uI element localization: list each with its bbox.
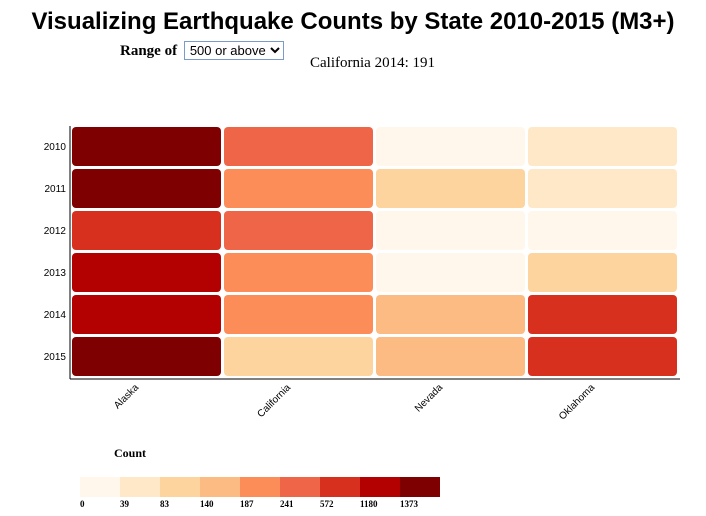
- legend-swatch: [80, 477, 120, 497]
- legend-label: 0: [80, 499, 85, 509]
- legend-label: 572: [320, 499, 334, 509]
- heatmap-cell[interactable]: [528, 169, 677, 208]
- hover-readout: California 2014: 191: [310, 55, 435, 71]
- heatmap-cell[interactable]: [224, 211, 373, 250]
- x-tick-label: Nevada: [413, 382, 445, 414]
- heatmap-cell[interactable]: [528, 337, 677, 376]
- legend-swatch: [120, 477, 160, 497]
- legend-swatch: [400, 477, 440, 497]
- y-tick-label: 2011: [44, 184, 66, 195]
- y-tick-label: 2012: [44, 226, 67, 237]
- legend-title: Count: [114, 446, 146, 460]
- heatmap-cell[interactable]: [528, 253, 677, 292]
- legend-label: 83: [160, 499, 170, 509]
- legend-swatch: [240, 477, 280, 497]
- range-select[interactable]: 500 or above: [183, 41, 284, 60]
- heatmap-cell[interactable]: [224, 169, 373, 208]
- heatmap-cell[interactable]: [72, 337, 221, 376]
- legend-label: 39: [120, 499, 130, 509]
- heatmap-cell[interactable]: [224, 295, 373, 334]
- x-tick-label: Oklahoma: [557, 382, 597, 422]
- heatmap-cell[interactable]: [528, 211, 677, 250]
- heatmap-cell[interactable]: [376, 253, 525, 292]
- legend-swatch: [320, 477, 360, 497]
- legend-swatch: [280, 477, 320, 497]
- heatmap-cell[interactable]: [528, 127, 677, 166]
- heatmap-cell[interactable]: [376, 337, 525, 376]
- y-tick-label: 2013: [44, 268, 67, 279]
- legend-swatch: [360, 477, 400, 497]
- heatmap-cell[interactable]: [72, 169, 221, 208]
- range-control: Range of 500 or above: [120, 41, 284, 60]
- chart-title: Visualizing Earthquake Counts by State 2…: [31, 8, 675, 35]
- y-tick-label: 2014: [44, 310, 67, 321]
- legend-label: 1180: [360, 499, 378, 509]
- heatmap-cell[interactable]: [376, 295, 525, 334]
- heatmap-cell[interactable]: [72, 295, 221, 334]
- heatmap-cell[interactable]: [72, 211, 221, 250]
- heatmap-cell[interactable]: [224, 337, 373, 376]
- legend-label: 187: [240, 499, 254, 509]
- range-label: Range of: [120, 43, 178, 59]
- heatmap-cell[interactable]: [72, 127, 221, 166]
- heatmap-cell[interactable]: [376, 211, 525, 250]
- y-tick-label: 2010: [44, 142, 67, 153]
- legend-swatch: [200, 477, 240, 497]
- legend-label: 140: [200, 499, 214, 509]
- legend-label: 1373: [400, 499, 419, 509]
- x-tick-label: Alaska: [112, 382, 141, 411]
- heatmap-cell[interactable]: [528, 295, 677, 334]
- heatmap-cell[interactable]: [224, 253, 373, 292]
- heatmap-cell[interactable]: [376, 127, 525, 166]
- heatmap-cell[interactable]: [224, 127, 373, 166]
- heatmap-cell[interactable]: [376, 169, 525, 208]
- legend-swatch: [160, 477, 200, 497]
- x-tick-label: California: [255, 382, 293, 420]
- heatmap-cell[interactable]: [72, 253, 221, 292]
- legend-label: 241: [280, 499, 294, 509]
- y-tick-label: 2015: [44, 352, 67, 363]
